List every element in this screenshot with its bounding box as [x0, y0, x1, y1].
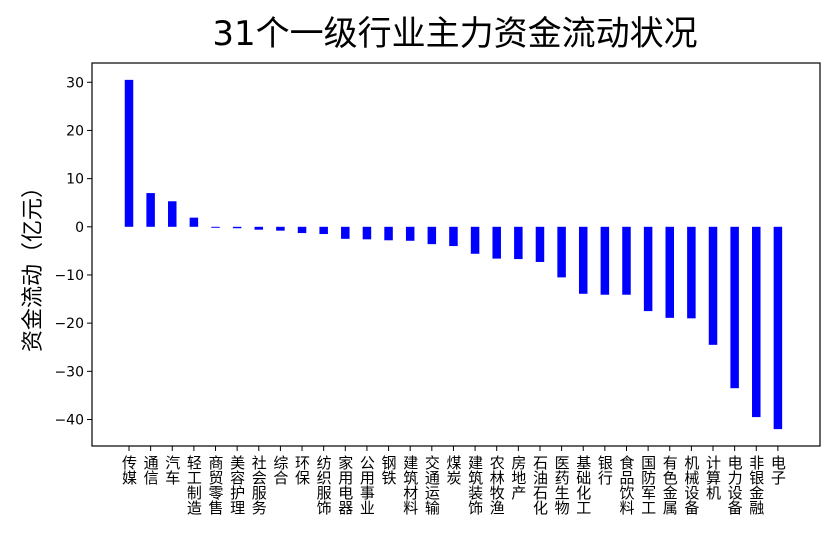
x-tick-label: 美容护理: [228, 455, 246, 515]
x-tick-label: 环保: [293, 455, 311, 485]
x-tick-label: 电子: [769, 455, 787, 485]
bar: [319, 226, 328, 235]
x-tick-label: 食品饮料: [617, 455, 635, 515]
y-axis-label: 资金流动（亿元）: [21, 176, 46, 352]
x-tick-label: 建筑材料: [401, 455, 419, 515]
bar: [514, 226, 523, 260]
bar: [146, 193, 155, 227]
x-tick-label: 社会服务: [250, 455, 268, 516]
bar: [665, 226, 674, 318]
x-tick-label: 商贸零售: [207, 455, 225, 515]
bar: [232, 226, 242, 229]
x-tick-label: 国防军工: [639, 455, 657, 515]
bar: [773, 226, 783, 430]
bar: [600, 226, 610, 295]
bar: [449, 226, 458, 247]
y-tick-label: −40: [54, 413, 84, 429]
bar: [211, 226, 220, 228]
bar: [362, 226, 372, 240]
y-tick-label: −20: [54, 316, 84, 332]
x-tick-label: 轻工制造: [185, 455, 203, 516]
x-tick-label: 建筑装饰: [466, 455, 484, 515]
plot-frame: [91, 62, 821, 447]
chart-title: 31个一级行业主力资金流动状况: [212, 14, 697, 54]
bar: [492, 226, 501, 259]
bar: [189, 217, 199, 227]
bar: [687, 226, 696, 319]
x-tick-label: 计算机: [704, 455, 722, 501]
bar: [276, 226, 285, 231]
x-tick-label: 纺织服饰: [315, 455, 333, 515]
x-tick-label: 公用事业: [358, 455, 376, 515]
bar: [254, 226, 264, 230]
y-tick-label: −30: [54, 364, 84, 380]
x-tick-label: 传媒: [120, 455, 138, 485]
y-tick-label: 20: [66, 123, 84, 139]
bar: [708, 226, 718, 345]
x-tick-label: 机械设备: [682, 455, 700, 515]
bar: [405, 226, 415, 241]
bar: [622, 226, 631, 295]
plot-area: 30 20 10 0 −10 −20 −30 −40 传媒 通信 汽车 轻工制造 商贸零售 美容护理 社会服…: [54, 75, 786, 516]
bar: [578, 226, 588, 294]
y-tick-label: 10: [66, 172, 84, 188]
bar: [730, 226, 739, 389]
x-tick-label: 钢铁: [380, 455, 398, 485]
bar: [470, 226, 480, 254]
bar: [384, 226, 393, 241]
bar: [341, 226, 350, 239]
x-tick-label: 医药生物: [553, 455, 571, 516]
x-tick-label: 房地产: [509, 455, 527, 500]
x-tick-label: 交通运输: [423, 454, 441, 515]
x-tick-label: 汽车: [163, 455, 181, 485]
x-tick-label: 煤炭: [444, 455, 462, 485]
x-tick-label: 石油石化: [531, 455, 549, 515]
x-tick-label: 综合: [271, 455, 289, 485]
y-tick-label: 30: [66, 75, 84, 91]
x-tick-label: 家用电器: [336, 455, 354, 515]
x-tick-label: 通信: [142, 455, 160, 485]
bar: [752, 226, 761, 418]
x-tick-label: 基础化工: [574, 455, 592, 515]
x-tick-label: 银行: [596, 455, 614, 486]
bar: [557, 226, 566, 278]
bar: [535, 226, 545, 262]
y-tick-label: 0: [75, 220, 84, 236]
bar: [297, 226, 307, 234]
x-tick-label: 电力设备: [726, 455, 744, 515]
bar: [124, 79, 134, 227]
y-tick-label: −10: [54, 268, 84, 284]
bar: [168, 201, 177, 227]
x-tick-label: 非银金融: [747, 455, 765, 515]
bar: [643, 226, 653, 312]
x-tick-label: 农林牧渔: [488, 455, 506, 515]
bar: [427, 226, 437, 245]
x-tick-label: 有色金属: [661, 455, 679, 515]
